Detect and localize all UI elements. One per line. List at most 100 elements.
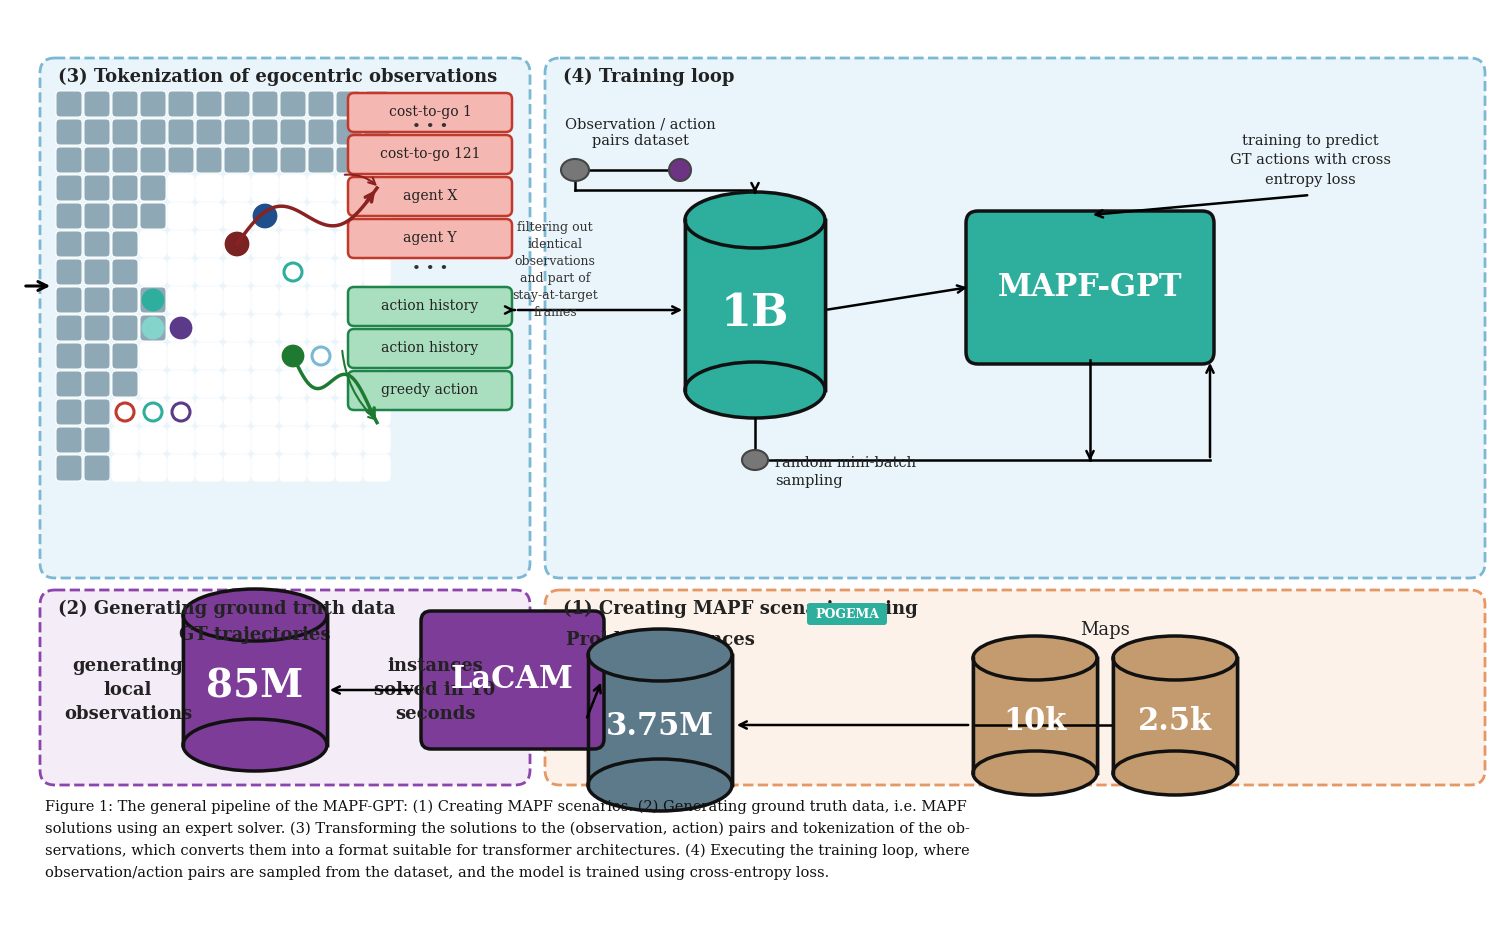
FancyBboxPatch shape bbox=[252, 175, 278, 201]
FancyBboxPatch shape bbox=[308, 455, 334, 481]
FancyBboxPatch shape bbox=[364, 231, 390, 257]
FancyBboxPatch shape bbox=[364, 147, 390, 173]
FancyBboxPatch shape bbox=[56, 287, 82, 313]
FancyBboxPatch shape bbox=[168, 399, 193, 425]
FancyBboxPatch shape bbox=[112, 427, 137, 453]
FancyBboxPatch shape bbox=[279, 455, 307, 481]
Text: observation/action pairs are sampled from the dataset, and the model is trained : observation/action pairs are sampled fro… bbox=[45, 866, 829, 880]
Polygon shape bbox=[972, 658, 1096, 773]
FancyBboxPatch shape bbox=[364, 399, 390, 425]
FancyBboxPatch shape bbox=[279, 231, 307, 257]
Text: agent X: agent X bbox=[403, 189, 458, 203]
FancyBboxPatch shape bbox=[196, 203, 222, 229]
FancyBboxPatch shape bbox=[168, 175, 193, 201]
Ellipse shape bbox=[972, 636, 1096, 680]
FancyBboxPatch shape bbox=[196, 175, 222, 201]
FancyBboxPatch shape bbox=[308, 203, 334, 229]
FancyBboxPatch shape bbox=[223, 315, 251, 341]
Text: random mini-batch
sampling: random mini-batch sampling bbox=[775, 456, 917, 488]
FancyBboxPatch shape bbox=[364, 203, 390, 229]
FancyBboxPatch shape bbox=[337, 147, 362, 173]
FancyBboxPatch shape bbox=[252, 455, 278, 481]
FancyBboxPatch shape bbox=[85, 455, 110, 481]
Text: 3.75M: 3.75M bbox=[606, 711, 714, 742]
FancyBboxPatch shape bbox=[279, 119, 307, 145]
FancyBboxPatch shape bbox=[252, 287, 278, 313]
FancyBboxPatch shape bbox=[308, 147, 334, 173]
Circle shape bbox=[254, 205, 276, 227]
FancyBboxPatch shape bbox=[279, 175, 307, 201]
FancyBboxPatch shape bbox=[308, 371, 334, 397]
FancyBboxPatch shape bbox=[308, 371, 334, 397]
FancyBboxPatch shape bbox=[140, 371, 166, 397]
FancyBboxPatch shape bbox=[252, 259, 278, 285]
FancyBboxPatch shape bbox=[223, 371, 251, 397]
FancyBboxPatch shape bbox=[223, 427, 251, 453]
FancyBboxPatch shape bbox=[196, 259, 222, 285]
FancyBboxPatch shape bbox=[168, 399, 193, 425]
Text: action history: action history bbox=[382, 299, 479, 313]
FancyBboxPatch shape bbox=[223, 203, 251, 229]
Circle shape bbox=[143, 318, 163, 338]
FancyBboxPatch shape bbox=[252, 147, 278, 173]
FancyBboxPatch shape bbox=[806, 603, 886, 625]
Ellipse shape bbox=[1113, 751, 1237, 795]
FancyBboxPatch shape bbox=[196, 315, 222, 341]
FancyBboxPatch shape bbox=[196, 455, 222, 481]
FancyBboxPatch shape bbox=[112, 343, 137, 369]
FancyBboxPatch shape bbox=[279, 175, 307, 201]
FancyBboxPatch shape bbox=[112, 343, 137, 369]
FancyBboxPatch shape bbox=[279, 147, 307, 173]
FancyBboxPatch shape bbox=[168, 91, 193, 117]
FancyBboxPatch shape bbox=[337, 91, 362, 117]
FancyBboxPatch shape bbox=[56, 203, 82, 229]
Text: cost-to-go 1: cost-to-go 1 bbox=[388, 105, 471, 119]
FancyBboxPatch shape bbox=[112, 231, 137, 257]
FancyBboxPatch shape bbox=[112, 343, 137, 369]
Ellipse shape bbox=[587, 629, 732, 681]
FancyBboxPatch shape bbox=[140, 231, 166, 257]
FancyBboxPatch shape bbox=[196, 343, 222, 369]
FancyBboxPatch shape bbox=[279, 343, 307, 369]
FancyBboxPatch shape bbox=[279, 203, 307, 229]
FancyBboxPatch shape bbox=[140, 259, 166, 285]
FancyBboxPatch shape bbox=[112, 259, 137, 285]
Ellipse shape bbox=[741, 450, 769, 470]
FancyBboxPatch shape bbox=[308, 427, 334, 453]
FancyBboxPatch shape bbox=[85, 147, 110, 173]
FancyBboxPatch shape bbox=[279, 399, 307, 425]
FancyBboxPatch shape bbox=[308, 259, 334, 285]
Circle shape bbox=[171, 318, 190, 338]
FancyBboxPatch shape bbox=[168, 427, 193, 453]
FancyBboxPatch shape bbox=[252, 343, 278, 369]
FancyBboxPatch shape bbox=[337, 203, 362, 229]
FancyBboxPatch shape bbox=[364, 371, 390, 397]
FancyBboxPatch shape bbox=[85, 119, 110, 145]
Text: Figure 1: The general pipeline of the MAPF-GPT: (1) Creating MAPF scenarios. (2): Figure 1: The general pipeline of the MA… bbox=[45, 800, 966, 814]
FancyBboxPatch shape bbox=[308, 231, 334, 257]
FancyBboxPatch shape bbox=[223, 287, 251, 313]
Text: action history: action history bbox=[382, 341, 479, 355]
FancyBboxPatch shape bbox=[112, 371, 137, 397]
FancyBboxPatch shape bbox=[364, 259, 390, 285]
FancyBboxPatch shape bbox=[140, 175, 166, 201]
FancyBboxPatch shape bbox=[308, 315, 334, 341]
Polygon shape bbox=[587, 655, 732, 785]
Text: MAPF-GPT: MAPF-GPT bbox=[998, 271, 1182, 302]
FancyBboxPatch shape bbox=[112, 399, 137, 425]
FancyBboxPatch shape bbox=[140, 203, 166, 229]
FancyBboxPatch shape bbox=[140, 287, 166, 313]
FancyBboxPatch shape bbox=[223, 371, 251, 397]
FancyBboxPatch shape bbox=[140, 427, 166, 453]
FancyBboxPatch shape bbox=[364, 343, 390, 369]
FancyBboxPatch shape bbox=[56, 91, 82, 117]
FancyBboxPatch shape bbox=[112, 259, 137, 285]
Text: POGEMA: POGEMA bbox=[815, 608, 879, 621]
FancyBboxPatch shape bbox=[337, 343, 362, 369]
Polygon shape bbox=[686, 220, 824, 390]
FancyBboxPatch shape bbox=[112, 287, 137, 313]
FancyBboxPatch shape bbox=[112, 315, 137, 341]
FancyBboxPatch shape bbox=[140, 455, 166, 481]
FancyBboxPatch shape bbox=[364, 175, 390, 201]
FancyBboxPatch shape bbox=[112, 315, 137, 341]
